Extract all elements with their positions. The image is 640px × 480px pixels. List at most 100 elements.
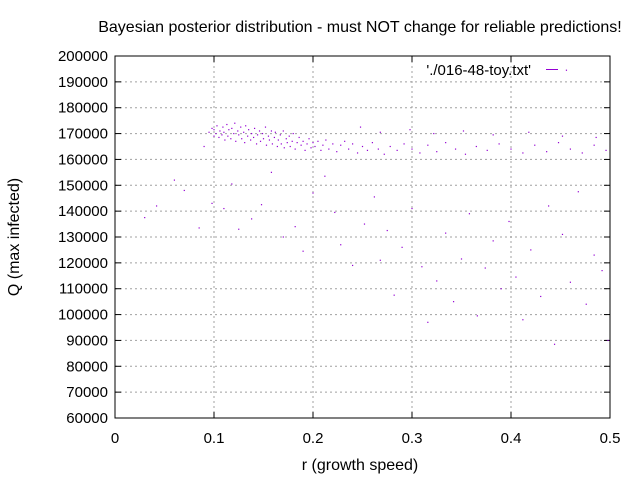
data-point (273, 136, 275, 139)
data-point (227, 135, 229, 137)
data-point (320, 149, 322, 151)
data-point (379, 131, 381, 133)
data-point (377, 148, 379, 150)
data-point (601, 270, 603, 272)
data-point (534, 144, 536, 146)
data-point (248, 129, 250, 131)
x-axis-label: r (growth speed) (302, 457, 419, 474)
data-point (251, 218, 253, 220)
data-point (203, 145, 205, 148)
data-point (208, 131, 210, 133)
data-point (366, 149, 369, 151)
data-point (294, 226, 296, 228)
data-point (298, 136, 300, 139)
data-point (324, 175, 326, 177)
data-point (277, 139, 279, 141)
data-point (436, 151, 438, 153)
data-point (270, 171, 273, 173)
data-point (288, 135, 290, 137)
data-point (312, 192, 314, 194)
data-point (585, 303, 587, 305)
data-point (292, 132, 294, 135)
data-point (244, 142, 246, 144)
data-point (383, 153, 385, 155)
data-point (540, 295, 542, 298)
data-point (595, 136, 597, 139)
data-point (223, 131, 225, 133)
data-point (211, 202, 213, 204)
data-point (264, 126, 267, 128)
data-point (332, 143, 334, 145)
data-point (276, 145, 278, 148)
data-point (144, 217, 146, 219)
data-point (548, 205, 550, 207)
data-point (271, 143, 274, 145)
data-point (498, 143, 500, 145)
data-point (231, 183, 233, 185)
data-point (231, 127, 233, 129)
data-point (213, 135, 215, 137)
data-point (593, 254, 595, 256)
data-point (251, 132, 253, 135)
data-point (508, 220, 510, 223)
data-point (522, 152, 524, 154)
data-point (240, 126, 242, 128)
data-point (226, 123, 228, 126)
data-point (561, 135, 564, 137)
data-point (605, 149, 607, 151)
data-point (492, 134, 494, 136)
data-point (569, 148, 571, 150)
data-point (265, 144, 268, 146)
data-point (462, 130, 465, 132)
data-point (215, 132, 217, 135)
data-point (312, 142, 314, 144)
data-point (421, 266, 423, 268)
data-point (325, 139, 327, 141)
data-point (553, 343, 556, 345)
y-tick-label: 80000 (66, 358, 108, 375)
x-tick-label: 0.3 (402, 430, 423, 447)
data-point (530, 249, 532, 251)
data-point (218, 136, 220, 139)
data-point (322, 144, 324, 146)
data-point (445, 232, 447, 234)
data-point (213, 129, 215, 131)
data-point (304, 149, 306, 151)
data-point (222, 126, 224, 128)
chart-title: Bayesian posterior distribution - must N… (98, 19, 622, 36)
data-point (411, 207, 413, 210)
data-point (484, 267, 486, 269)
data-point (510, 148, 512, 150)
data-point (557, 142, 560, 144)
y-tick-label: 140000 (58, 203, 108, 220)
data-point (515, 276, 517, 278)
data-point (238, 134, 240, 136)
data-point (224, 139, 226, 141)
x-tick-label: 0.5 (600, 430, 621, 447)
data-point (569, 281, 571, 283)
legend-swatch (546, 69, 558, 70)
x-tick-label: 0.2 (303, 430, 324, 447)
data-point (359, 126, 362, 128)
data-point (291, 140, 293, 142)
y-tick-label: 90000 (66, 332, 108, 349)
y-tick-label: 150000 (58, 177, 108, 194)
data-point (155, 205, 158, 207)
data-point (464, 153, 467, 155)
data-point (379, 259, 381, 261)
data-point (173, 179, 175, 181)
data-point (282, 236, 284, 238)
data-point (270, 130, 273, 132)
ticks: 0 0.1 0.2 0.3 0.4 0.5 60000 70000 80000 90000 1000… (58, 48, 620, 447)
data-point (577, 191, 579, 193)
y-tick-label: 200000 (58, 48, 108, 65)
data-point (361, 145, 364, 148)
data-point (528, 131, 530, 133)
data-point (223, 207, 225, 210)
data-point (230, 138, 232, 140)
data-point (363, 223, 366, 225)
data-point (241, 138, 243, 140)
data-point (352, 264, 354, 267)
data-point (344, 140, 346, 142)
data-point (221, 134, 223, 136)
